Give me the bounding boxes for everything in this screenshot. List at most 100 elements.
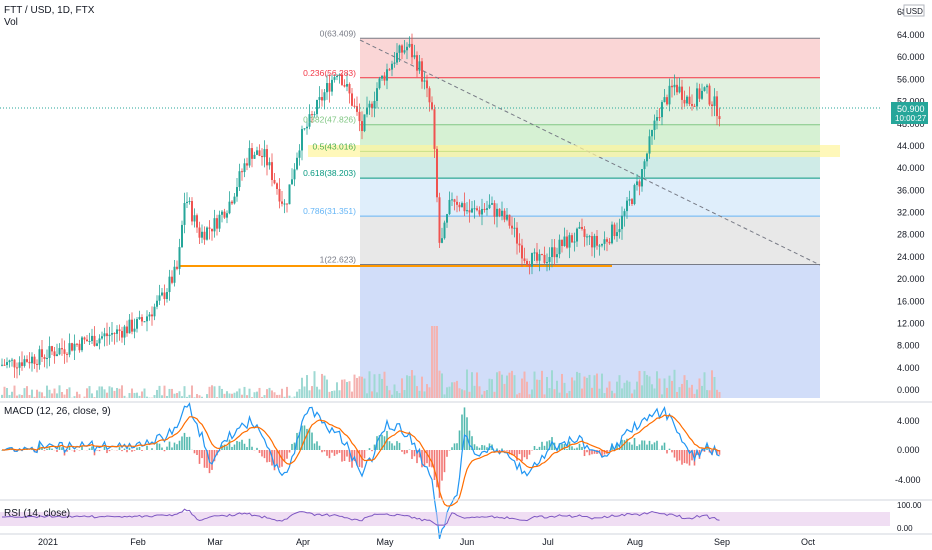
trend-line[interactable]	[359, 39, 821, 266]
volume-bar	[598, 388, 601, 398]
candle	[268, 162, 271, 166]
volume-bar	[438, 370, 441, 398]
candle	[363, 114, 366, 132]
candle	[296, 157, 298, 170]
volume-bar	[273, 392, 276, 398]
macd-label[interactable]: MACD (12, 26, close, 9)	[4, 406, 111, 417]
candle	[293, 169, 296, 180]
macd-histogram-bar	[583, 450, 586, 457]
price-label: 60.000	[897, 52, 925, 62]
price-pane[interactable]: 0(63.409) 0.236(56.283) 0.382(47.826) 0.5(4…	[0, 28, 880, 398]
candle	[651, 129, 653, 137]
volume-bar	[688, 387, 691, 398]
candle	[286, 203, 288, 205]
volume-bar	[496, 372, 498, 398]
macd-histogram-bar	[431, 450, 433, 468]
volume-bar	[61, 391, 63, 398]
candle	[246, 163, 248, 166]
volume-bar	[86, 388, 88, 398]
candle	[151, 314, 153, 317]
volume-bar	[296, 391, 298, 398]
candle	[356, 106, 358, 112]
macd-histogram-bar	[416, 450, 418, 464]
macd-histogram-bar	[466, 417, 468, 450]
symbol-title[interactable]: FTT / USD, 1D, FTX	[4, 5, 95, 16]
volume-bar	[566, 393, 568, 398]
volume-bar	[406, 375, 408, 398]
macd-histogram-bar	[198, 450, 201, 464]
macd-histogram-bar	[636, 446, 638, 450]
volume-bar	[713, 377, 716, 398]
macd-histogram-bar	[646, 444, 648, 450]
time-axis[interactable]: 2021 Feb Mar Apr May Jun Jul Aug Sep Oct	[38, 537, 816, 547]
candle	[688, 96, 691, 105]
candle	[226, 213, 228, 218]
candle	[541, 254, 543, 256]
volume-bar	[413, 375, 416, 398]
volume-bar	[561, 373, 563, 398]
candle	[591, 236, 593, 248]
candle	[258, 150, 261, 156]
volume-bar	[608, 381, 611, 398]
macd-histogram-bar	[363, 450, 366, 459]
volume-bar	[631, 393, 633, 398]
rsi-pane[interactable]: RSI (14, close) 100.00 0.00	[0, 501, 922, 533]
volume-bar	[521, 378, 523, 398]
macd-histogram-bar	[601, 450, 603, 458]
last-price-badge[interactable]	[891, 102, 928, 124]
volume-bar	[498, 371, 501, 398]
candle	[398, 45, 401, 53]
currency-badge[interactable]	[903, 4, 925, 17]
volume-bar	[303, 386, 306, 398]
candle	[303, 128, 306, 130]
macd-pane[interactable]: MACD (12, 26, close, 9) 4.000 0.000 -4.0…	[1, 402, 921, 539]
price-axis[interactable]: 68 USD 64.00060.00056.00052.00048.00044.…	[891, 4, 928, 395]
macd-histogram-bar	[681, 450, 683, 465]
candle	[51, 346, 53, 352]
macd-histogram-bar	[538, 446, 541, 450]
candle	[493, 203, 496, 217]
macd-histogram-bar	[578, 443, 581, 450]
fibonacci-level-labels: 0(63.409) 0.236(56.283) 0.382(47.826) 0.5(4…	[303, 28, 356, 264]
candle	[28, 361, 31, 364]
volume-bar	[596, 373, 598, 398]
highlight-band[interactable]	[308, 145, 840, 157]
macd-histogram-bar	[716, 450, 718, 455]
macd-histogram-bar	[673, 450, 676, 458]
volume-bar	[8, 394, 11, 398]
macd-histogram-bar	[133, 450, 136, 451]
candle	[373, 100, 376, 109]
macd-histogram-bar	[563, 444, 566, 450]
macd-histogram-bar	[626, 438, 628, 450]
candle	[518, 243, 521, 246]
candle	[306, 126, 308, 129]
candle	[581, 226, 583, 229]
volume-bar	[533, 371, 536, 398]
volume-bar	[548, 388, 551, 398]
macd-histogram-bar	[103, 446, 106, 450]
volume-bar	[606, 387, 608, 398]
rsi-label[interactable]: RSI (14, close)	[4, 508, 70, 519]
macd-histogram-bar	[41, 447, 43, 450]
time-label: Apr	[296, 537, 310, 547]
candle	[696, 88, 698, 107]
volume-bar	[31, 389, 33, 398]
volume-bar	[703, 372, 706, 398]
volume-bar	[11, 391, 13, 398]
candle	[453, 199, 456, 202]
candle	[311, 114, 313, 116]
rsi-band	[0, 512, 890, 526]
candle	[643, 161, 646, 170]
macd-histogram-bar	[358, 450, 361, 467]
volume-bar	[333, 390, 336, 398]
volume-bar	[573, 380, 576, 398]
volume-bar	[481, 394, 483, 398]
candle	[503, 210, 506, 220]
macd-histogram-bar	[243, 443, 246, 450]
candle	[661, 102, 663, 118]
bar-countdown: 10:00:27	[895, 114, 927, 123]
volume-bar	[538, 379, 541, 398]
candle	[676, 84, 678, 93]
macd-histogram-bar	[328, 450, 331, 459]
